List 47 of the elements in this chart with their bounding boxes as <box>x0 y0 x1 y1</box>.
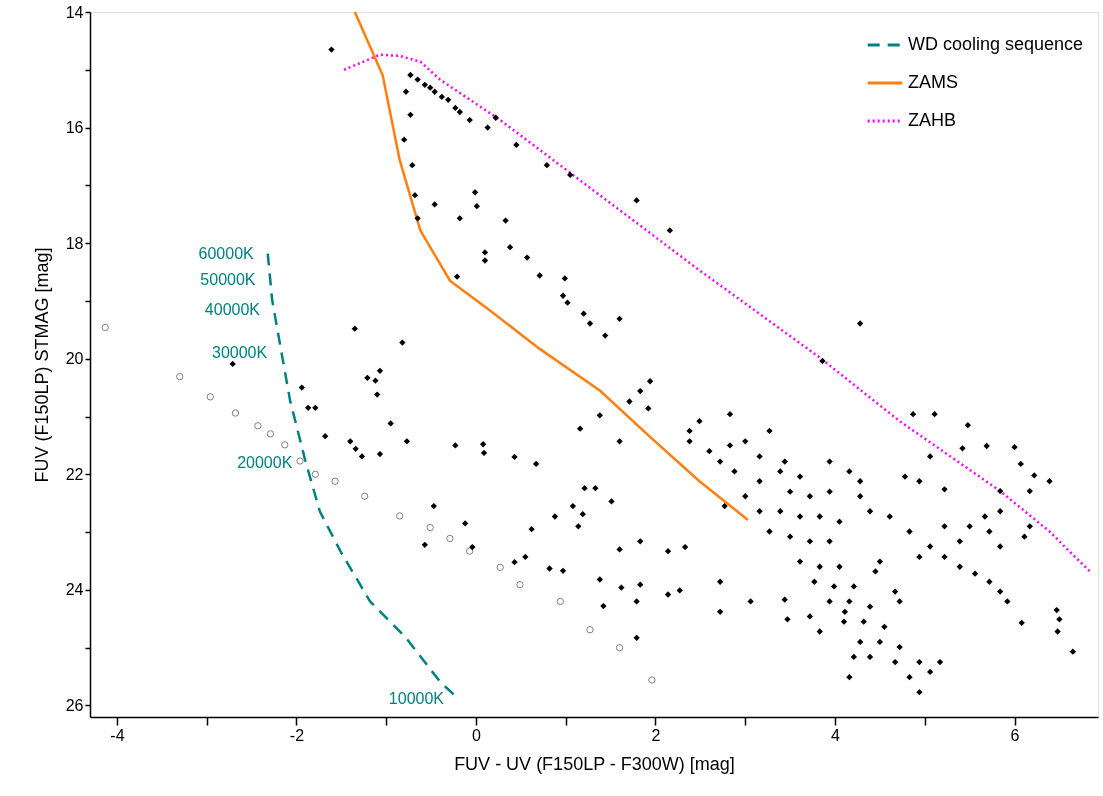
y-tick-label: 24 <box>65 581 84 599</box>
y-tick-label: 18 <box>65 234 84 252</box>
annotation: 30000K <box>212 343 268 361</box>
annotation: 50000K <box>200 270 256 288</box>
point <box>466 547 474 555</box>
y-tick-label: 22 <box>65 465 84 483</box>
point <box>586 626 594 634</box>
annotation: 40000K <box>204 300 261 318</box>
legend-label: ZAHB <box>908 110 957 130</box>
point <box>331 477 339 485</box>
annotation: 10000K <box>388 689 445 707</box>
line-series <box>353 10 750 522</box>
point <box>556 597 564 606</box>
line-series <box>342 53 1092 573</box>
point <box>231 409 240 417</box>
point <box>254 422 262 430</box>
point <box>446 534 454 543</box>
point <box>281 441 289 449</box>
point <box>311 470 319 478</box>
point <box>176 372 184 381</box>
point <box>101 323 109 332</box>
x-tick-label: 2 <box>651 726 661 744</box>
point <box>426 523 434 532</box>
x-axis-title: FUV - UV (F150LP - F300W) [mag] <box>454 753 735 774</box>
point <box>516 581 524 589</box>
point <box>206 393 214 401</box>
point <box>615 644 624 652</box>
point <box>266 430 275 438</box>
point <box>496 563 504 571</box>
y-tick-label: 16 <box>65 119 84 137</box>
annotation: 60000K <box>198 244 255 262</box>
y-tick-label: 14 <box>65 3 84 21</box>
point <box>648 676 656 684</box>
legend-label: WD cooling sequence <box>908 34 1084 54</box>
point <box>361 492 369 500</box>
annotation: 20000K <box>237 454 293 472</box>
x-tick-label: -2 <box>289 726 305 744</box>
x-tick-label: 6 <box>1010 726 1020 744</box>
y-tick-label: 20 <box>65 350 84 368</box>
point <box>296 457 304 465</box>
x-tick-label: 4 <box>831 726 841 744</box>
point <box>396 512 404 520</box>
x-tick-label: -4 <box>110 726 125 744</box>
x-tick-label: 0 <box>472 726 482 744</box>
legend-label: ZAMS <box>908 72 959 92</box>
y-axis-title: FUV (F150LP) STMAG [mag] <box>31 247 52 483</box>
y-tick-label: 26 <box>65 696 84 714</box>
